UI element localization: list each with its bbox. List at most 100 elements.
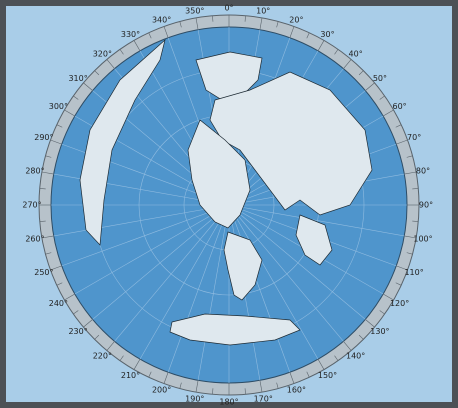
ring-tick	[289, 26, 295, 38]
ring-tick	[83, 319, 93, 328]
azimuth-label: 30°	[320, 30, 334, 39]
ring-tick	[106, 341, 115, 351]
azimuth-label: 0°	[224, 4, 233, 13]
ring-tick	[94, 70, 100, 76]
ring-tick	[412, 188, 419, 190]
ring-tick	[179, 21, 182, 28]
meridian	[74, 204, 230, 295]
ring-tick	[412, 220, 419, 222]
ring-tick	[358, 70, 364, 76]
ring-tick	[119, 49, 124, 55]
ring-tick	[343, 59, 352, 69]
ring-tick	[365, 319, 375, 328]
azimuth-label: 10°	[256, 6, 270, 15]
ring-tick	[50, 139, 62, 145]
meridian	[228, 204, 405, 237]
ring-tick	[396, 139, 408, 145]
azimuth-label: 230°	[68, 327, 87, 336]
ring-tick	[306, 371, 310, 378]
greenland	[195, 51, 263, 101]
azimuth-label: 100°	[413, 235, 432, 244]
ring-tick	[306, 32, 310, 39]
ring-tick	[244, 15, 246, 22]
ring-tick	[56, 282, 63, 286]
ring-tick	[148, 32, 152, 39]
azimuth-label: 300°	[49, 102, 68, 111]
azimuth-label: 280°	[25, 166, 44, 175]
ring-tick	[83, 82, 93, 91]
ring-tick	[244, 388, 246, 395]
ring-tick	[163, 372, 169, 384]
azimuth-label: 260°	[25, 235, 44, 244]
meridian	[228, 204, 366, 320]
meridian	[61, 204, 230, 267]
meridian	[114, 204, 230, 342]
ring-tick	[119, 355, 124, 361]
north-america	[187, 119, 251, 229]
ring-tick	[383, 293, 394, 301]
ring-tick	[195, 380, 199, 393]
ring-tick	[64, 293, 75, 301]
azimuth-label: 120°	[390, 299, 409, 308]
ring-ticks	[39, 15, 419, 395]
ring-tick	[41, 235, 54, 239]
australia	[79, 38, 166, 246]
ring-tick	[133, 359, 141, 370]
azimuth-label: 130°	[370, 327, 389, 336]
ring-tick	[41, 171, 54, 175]
azimuth-label: 50°	[373, 74, 387, 83]
azimuth-label: 220°	[93, 351, 112, 360]
ring-tick	[358, 334, 364, 340]
landmasses	[79, 38, 373, 346]
azimuth-label: 60°	[393, 102, 407, 111]
azimuth-label: 70°	[407, 133, 421, 142]
ring-tick	[365, 82, 375, 91]
ring-tick	[195, 17, 199, 30]
ring-tick	[406, 155, 413, 158]
azimuth-label: 290°	[34, 133, 53, 142]
ring-tick	[94, 334, 100, 340]
meridian	[228, 204, 344, 342]
ring-tick	[404, 171, 417, 175]
azimuth-label: 250°	[34, 268, 53, 277]
meridian	[92, 204, 230, 320]
ring-tick	[39, 220, 46, 222]
ring-tick	[259, 380, 263, 393]
ring-tick	[406, 252, 413, 255]
ring-tick	[276, 21, 279, 28]
azimuth-label: 80°	[416, 166, 430, 175]
azimuth-label: 160°	[287, 386, 306, 395]
ring-tick	[383, 109, 394, 117]
ring-tick	[50, 265, 62, 271]
ring-tick	[133, 40, 141, 51]
ring-tick	[39, 188, 46, 190]
ring-tick	[379, 310, 385, 315]
azimuth-label: 90°	[419, 201, 433, 210]
ring-tick	[73, 310, 79, 315]
ring-tick	[259, 17, 263, 30]
azimuth-label: 40°	[349, 50, 363, 59]
ring-tick	[395, 282, 402, 286]
ring-tick	[212, 388, 214, 395]
ring-tick	[64, 109, 75, 117]
azimuth-label: 150°	[318, 371, 337, 380]
ring-tick	[404, 235, 417, 239]
azimuth-label: 180°	[219, 398, 238, 407]
ring-tick	[396, 265, 408, 271]
azimuth-label: 350°	[185, 6, 204, 15]
azimuth-label: 330°	[121, 30, 140, 39]
azimuth-labels: 0° 10° 20° 30° 40° 50° 60° 70° 80° 90° 100° 110° 120…	[22, 4, 433, 407]
meridian	[228, 204, 291, 373]
ring-tick	[73, 95, 79, 100]
ring-tick	[148, 371, 152, 378]
eurasia	[209, 71, 373, 216]
azimuth-label: 110°	[404, 268, 423, 277]
africa	[295, 214, 333, 266]
ring-tick	[163, 26, 169, 38]
azimuth-label: 340°	[152, 15, 171, 24]
azimuth-label: 210°	[121, 371, 140, 380]
meridian	[53, 204, 230, 237]
ring-tick	[379, 95, 385, 100]
azimuth-label: 140°	[346, 351, 365, 360]
